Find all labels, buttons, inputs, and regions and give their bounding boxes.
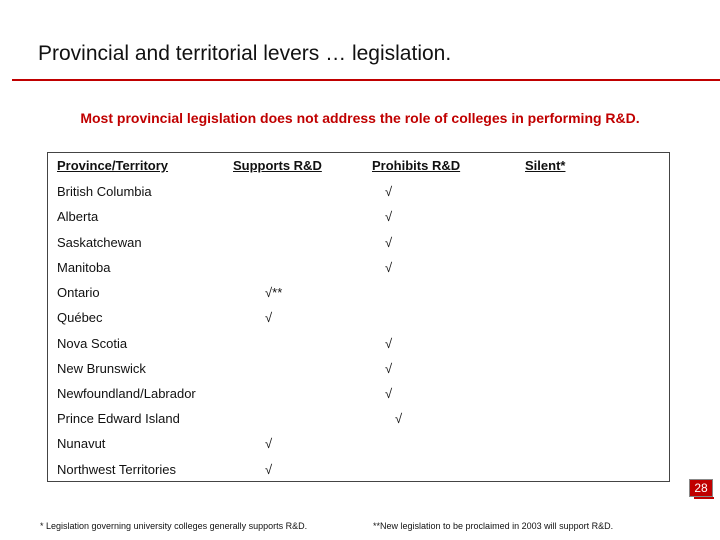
row-label-saskatchewan: Saskatchewan bbox=[57, 235, 142, 250]
row-mark-nunavut: √ bbox=[265, 436, 273, 451]
row-mark-northwest-territories: √ bbox=[265, 462, 273, 477]
row-label-manitoba: Manitoba bbox=[57, 260, 111, 275]
row-mark-new-brunswick: √ bbox=[385, 361, 393, 376]
row-label-alberta: Alberta bbox=[57, 209, 99, 224]
header-supports: Supports R&D bbox=[233, 158, 322, 173]
row-mark-newfoundland-labrador: √ bbox=[385, 386, 393, 401]
page-number: 28 bbox=[689, 479, 713, 497]
row-mark-saskatchewan: √ bbox=[385, 235, 393, 250]
footnote-university-colleges: * Legislation governing university colle… bbox=[40, 521, 308, 531]
slide-title: Provincial and territorial levers … legi… bbox=[38, 42, 452, 65]
row-label-northwest-territories: Northwest Territories bbox=[57, 462, 176, 477]
row-label-nunavut: Nunavut bbox=[57, 436, 106, 451]
row-label-ontario: Ontario bbox=[57, 285, 100, 300]
row-mark-alberta: √ bbox=[385, 209, 393, 224]
title-divider bbox=[12, 79, 720, 81]
row-label-nova-scotia: Nova Scotia bbox=[57, 336, 128, 351]
row-label-quebec: Québec bbox=[57, 310, 103, 325]
row-label-newfoundland-labrador: Newfoundland/Labrador bbox=[57, 386, 196, 401]
header-prohibits: Prohibits R&D bbox=[372, 158, 461, 173]
row-label-british-columbia: British Columbia bbox=[57, 184, 152, 199]
row-mark-manitoba: √ bbox=[385, 260, 393, 275]
row-label-prince-edward-island: Prince Edward Island bbox=[57, 411, 180, 426]
row-mark-british-columbia: √ bbox=[385, 184, 393, 199]
header-silent: Silent* bbox=[525, 158, 566, 173]
footnote-new-legislation: **New legislation to be proclaimed in 20… bbox=[373, 521, 614, 531]
slide-subtitle: Most provincial legislation does not add… bbox=[80, 110, 640, 126]
row-mark-quebec: √ bbox=[265, 310, 273, 325]
row-mark-prince-edward-island: √ bbox=[395, 411, 403, 426]
legislation-table bbox=[47, 152, 670, 482]
header-province: Province/Territory bbox=[57, 158, 169, 173]
row-label-new-brunswick: New Brunswick bbox=[57, 361, 146, 376]
page-number-underline bbox=[694, 497, 714, 499]
row-mark-nova-scotia: √ bbox=[385, 336, 393, 351]
row-mark-ontario: √** bbox=[265, 285, 283, 300]
